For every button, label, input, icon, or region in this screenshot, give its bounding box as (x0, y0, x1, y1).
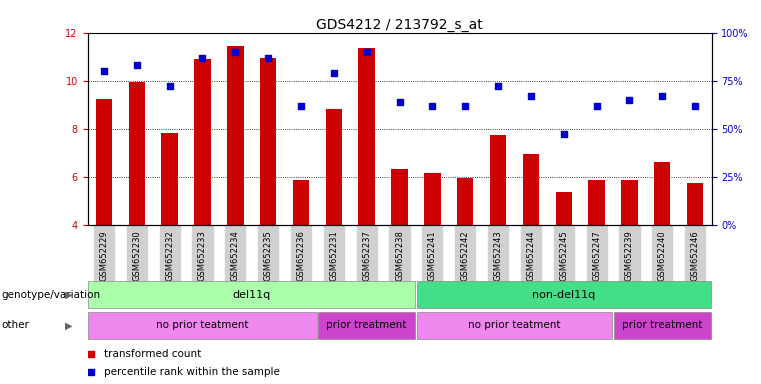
Bar (621, 180, 638, 225)
Bar (416, 312, 613, 339)
Bar (358, 48, 375, 225)
Bar (457, 178, 473, 225)
Bar (588, 180, 605, 225)
Point (85, 351, 97, 357)
Point (689, 103, 701, 109)
Bar (687, 183, 703, 225)
Bar (96, 99, 112, 225)
Bar (424, 173, 441, 225)
Point (131, 62, 143, 68)
Point (656, 93, 668, 99)
Point (328, 70, 340, 76)
Text: genotype/variation: genotype/variation (2, 290, 100, 300)
Point (525, 93, 537, 99)
Bar (227, 46, 244, 225)
Bar (161, 134, 178, 225)
Point (229, 49, 241, 55)
Bar (613, 312, 711, 339)
Text: percentile rank within the sample: percentile rank within the sample (104, 367, 280, 377)
Bar (318, 312, 416, 339)
Point (262, 55, 274, 61)
Text: del11q: del11q (233, 290, 271, 300)
Title: GDS4212 / 213792_s_at: GDS4212 / 213792_s_at (316, 18, 483, 31)
Bar (556, 192, 572, 225)
Point (85, 369, 97, 375)
Text: no prior teatment: no prior teatment (156, 320, 249, 331)
Text: prior treatment: prior treatment (622, 320, 702, 331)
Point (426, 103, 438, 109)
Bar (194, 59, 211, 225)
Text: no prior teatment: no prior teatment (468, 320, 561, 331)
Bar (326, 109, 342, 225)
Point (361, 49, 373, 55)
Bar (260, 58, 276, 225)
Text: ▶: ▶ (65, 320, 72, 331)
Bar (654, 162, 670, 225)
Point (196, 55, 209, 61)
Point (558, 131, 570, 137)
Bar (416, 281, 711, 308)
Point (623, 97, 635, 103)
Text: non-del11q: non-del11q (532, 290, 595, 300)
Text: transformed count: transformed count (104, 349, 202, 359)
Text: ▶: ▶ (65, 290, 72, 300)
Point (164, 83, 176, 89)
Bar (523, 154, 539, 225)
Point (591, 103, 603, 109)
Bar (293, 180, 309, 225)
Point (492, 83, 504, 89)
Point (98, 68, 110, 74)
Bar (88, 281, 416, 308)
Point (393, 99, 406, 105)
Point (459, 103, 471, 109)
Bar (391, 169, 408, 225)
Text: prior treatment: prior treatment (326, 320, 407, 331)
Point (295, 103, 307, 109)
Bar (129, 82, 145, 225)
Bar (490, 135, 506, 225)
Bar (88, 312, 317, 339)
Text: other: other (2, 320, 30, 331)
